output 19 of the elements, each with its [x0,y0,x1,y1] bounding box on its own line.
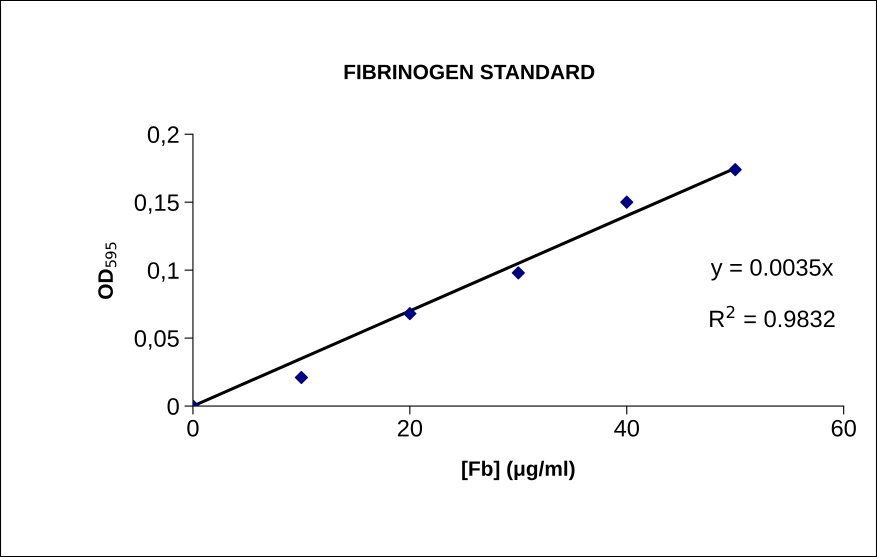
x-axis-title: [Fb] (μg/ml) [462,460,575,480]
y-tick-label: 0,15 [134,194,179,214]
point [728,162,742,176]
y-tick-label: 0,2 [148,126,179,146]
point [294,370,308,384]
y-tick-label: 0,05 [134,330,179,350]
x-tick-label: 20 [398,420,422,437]
y-tick-label: 0 [168,398,179,415]
point [403,307,416,320]
point [512,266,525,280]
point [620,196,634,209]
annotation: y = 0.0035x [710,259,834,280]
chart-title: FIBRINOGEN STANDARD [344,64,594,80]
y-axis-title: OD$_{595}$ [98,242,116,299]
x-tick-label: 40 [614,420,639,437]
y-tick-label: 0,1 [148,262,179,282]
x-tick-label: 0 [187,420,199,437]
annotation: R$^{2}$ = 0.9832 [710,306,835,328]
x-tick-label: 60 [832,420,856,437]
